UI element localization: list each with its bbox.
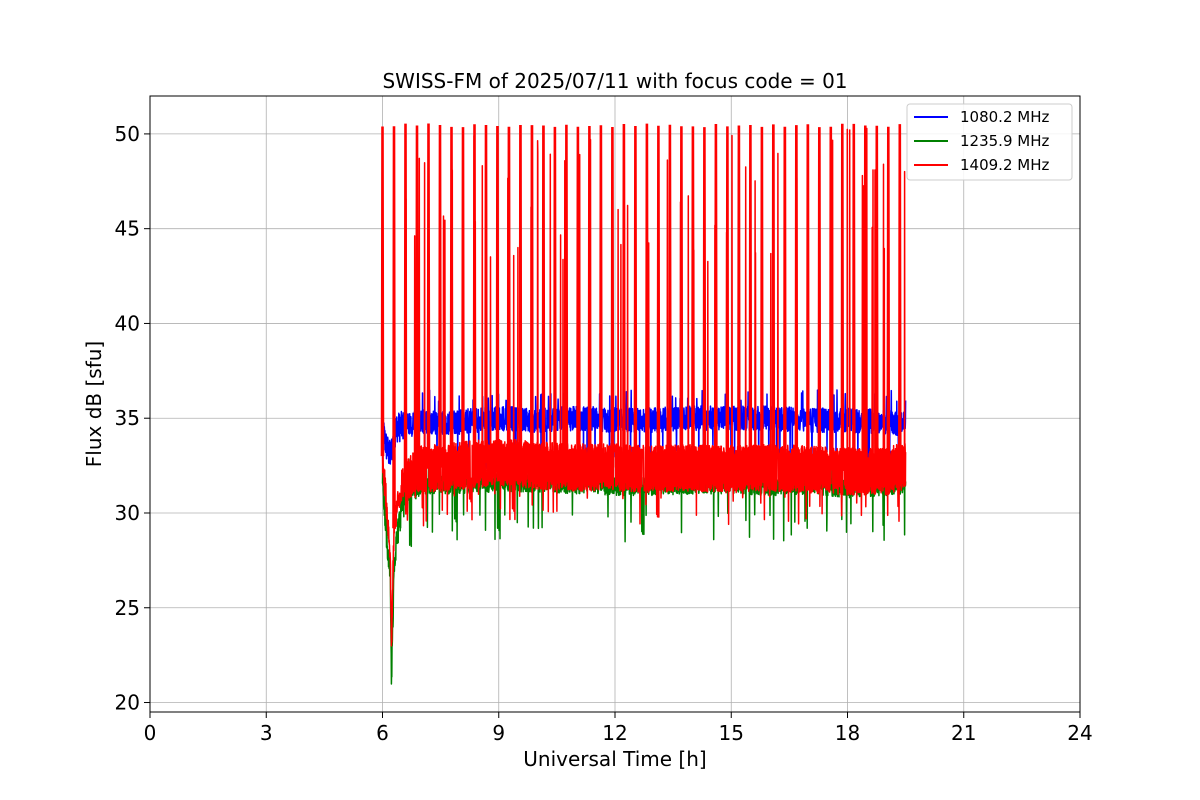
spike-mark bbox=[576, 126, 580, 468]
spike-mark bbox=[783, 126, 787, 469]
spike-mark bbox=[472, 124, 477, 465]
spike-mark bbox=[484, 125, 488, 464]
spike-mark bbox=[438, 125, 442, 468]
x-tick-label: 24 bbox=[1067, 721, 1092, 745]
spike-mark bbox=[507, 126, 511, 463]
spike-mark bbox=[403, 123, 408, 482]
y-tick-label: 30 bbox=[115, 501, 140, 525]
y-tick-label: 35 bbox=[115, 406, 140, 430]
spike-mark bbox=[426, 123, 431, 469]
spike-mark bbox=[794, 125, 799, 469]
chart-title: SWISS-FM of 2025/07/11 with focus code =… bbox=[382, 69, 847, 93]
spike-mark bbox=[898, 124, 902, 468]
legend: 1080.2 MHz 1235.9 MHz 1409.2 MHz bbox=[906, 103, 1073, 181]
legend-box bbox=[906, 103, 1073, 181]
spike-mark bbox=[852, 123, 856, 472]
spike-mark bbox=[599, 125, 603, 468]
spike-mark bbox=[668, 124, 672, 469]
spike-mark bbox=[863, 125, 868, 472]
spike-mark bbox=[380, 126, 385, 457]
spike-mark bbox=[587, 126, 592, 468]
spike-mark bbox=[817, 127, 822, 470]
y-axis-label: Flux dB [sfu] bbox=[82, 341, 106, 467]
y-tick-label: 25 bbox=[115, 596, 140, 620]
y-tick-label: 45 bbox=[115, 217, 140, 241]
spike-mark bbox=[553, 126, 557, 467]
spike-mark bbox=[645, 123, 649, 470]
spike-mark bbox=[737, 125, 741, 470]
spike-mark bbox=[771, 124, 776, 468]
spike-mark bbox=[415, 125, 419, 473]
spike-mark bbox=[702, 127, 707, 469]
spike-mark bbox=[461, 127, 465, 466]
spike-mark bbox=[633, 126, 638, 469]
legend-label: 1080.2 MHz bbox=[960, 108, 1049, 126]
spike-mark bbox=[495, 126, 500, 462]
spike-mark bbox=[886, 126, 891, 471]
spike-mark bbox=[622, 124, 626, 468]
spike-mark bbox=[392, 126, 396, 529]
spike-mark bbox=[875, 125, 879, 472]
x-tick-label: 12 bbox=[602, 721, 627, 745]
x-tick-label: 6 bbox=[376, 721, 389, 745]
spike-mark bbox=[518, 125, 523, 464]
y-tick-label: 50 bbox=[115, 122, 140, 146]
legend-label: 1235.9 MHz bbox=[960, 132, 1049, 150]
spike-mark bbox=[840, 123, 845, 472]
spike-mark bbox=[541, 125, 546, 466]
y-tick-label: 20 bbox=[115, 691, 140, 715]
spike-mark bbox=[610, 127, 615, 468]
y-tick-label: 40 bbox=[115, 311, 140, 335]
x-axis-label: Universal Time [h] bbox=[523, 747, 706, 771]
spike-mark bbox=[449, 126, 454, 467]
spike-mark bbox=[725, 126, 730, 470]
spike-mark bbox=[656, 125, 661, 470]
x-tick-label: 21 bbox=[951, 721, 976, 745]
legend-label: 1409.2 MHz bbox=[960, 156, 1049, 174]
spike-mark bbox=[806, 124, 810, 470]
x-tick-label: 0 bbox=[144, 721, 157, 745]
spike-mark bbox=[530, 125, 534, 466]
spike-mark bbox=[748, 125, 753, 469]
spike-mark bbox=[760, 126, 764, 468]
spike-mark bbox=[691, 126, 695, 468]
spike-mark bbox=[679, 126, 684, 469]
x-tick-label: 18 bbox=[835, 721, 860, 745]
axis-ticks: 0 3 6 9 12 15 18 21 24 20 25 30 35 40 45 50 bbox=[115, 122, 1093, 745]
spike-mark bbox=[564, 124, 569, 468]
x-tick-label: 15 bbox=[719, 721, 744, 745]
spike-mark bbox=[714, 124, 718, 469]
x-tick-label: 3 bbox=[260, 721, 273, 745]
x-tick-label: 9 bbox=[492, 721, 505, 745]
spike-mark bbox=[829, 126, 833, 471]
plot-lines bbox=[380, 123, 907, 685]
